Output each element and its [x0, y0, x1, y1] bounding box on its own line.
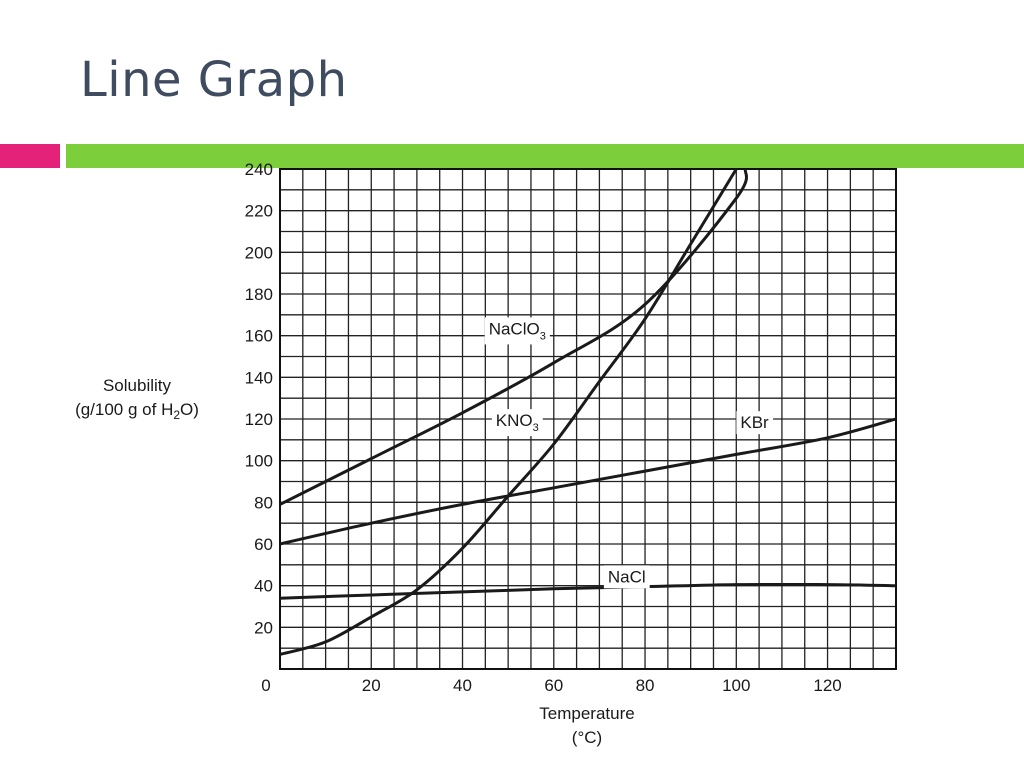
series-label-text: NaCl — [608, 567, 646, 586]
y-tick-label: 60 — [254, 535, 273, 554]
y-axis-title-line1: Solubility — [103, 376, 172, 395]
y-tick-label: 20 — [254, 618, 273, 637]
accent-bar-pink — [0, 144, 60, 168]
series-line-kbr — [280, 417, 896, 546]
x-axis-title-line2: (°C) — [572, 728, 602, 747]
series-label-bg — [603, 565, 650, 589]
x-tick-label: 100 — [722, 676, 750, 695]
series-label-nacl: NaCl — [603, 565, 650, 589]
x-axis-title-line1: Temperature — [539, 704, 634, 723]
series-label-naclo3: NaClO3 — [484, 317, 550, 345]
y-axis-title-line2: (g/100 g of H2O) — [75, 400, 199, 422]
series-line-kno3 — [280, 169, 738, 656]
y-tick-label: 160 — [245, 327, 273, 346]
accent-bar-green — [66, 144, 1024, 168]
series-label-kbr: KBr — [736, 411, 774, 435]
series-label-bg — [736, 411, 774, 435]
slide-title: Line Graph — [80, 52, 348, 108]
series-line-naclo3 — [280, 169, 749, 506]
y-tick-label: 120 — [245, 410, 273, 429]
y-tick-label: 240 — [245, 160, 273, 179]
x-tick-labels: 0 20 40 60 80 100 120 — [261, 676, 841, 695]
series-label-text: NaClO3 — [489, 319, 546, 342]
chart-series — [280, 169, 896, 656]
series-label-bg — [484, 317, 550, 345]
y-tick-label: 80 — [254, 493, 273, 512]
series-line-nacl — [280, 582, 896, 600]
series-labels: NaClO3 KNO3 KBr NaCl — [484, 317, 774, 589]
y-tick-labels: 20 40 60 80 100 120 140 160 180 200 220 240 — [245, 160, 273, 637]
series-label-bg — [491, 409, 543, 437]
x-tick-label: 20 — [362, 676, 381, 695]
y-tick-label: 200 — [245, 243, 273, 262]
series-label-kno3: KNO3 — [491, 409, 543, 437]
y-tick-label: 180 — [245, 285, 273, 304]
x-tick-label: 0 — [261, 676, 270, 695]
y-tick-label: 220 — [245, 202, 273, 221]
x-tick-label: 120 — [813, 676, 841, 695]
y-tick-label: 40 — [254, 577, 273, 596]
x-tick-label: 60 — [544, 676, 563, 695]
series-label-text: KNO3 — [496, 411, 539, 434]
x-tick-label: 80 — [636, 676, 655, 695]
x-tick-label: 40 — [453, 676, 472, 695]
y-tick-label: 100 — [245, 452, 273, 471]
series-label-text: KBr — [740, 413, 769, 432]
y-tick-label: 140 — [245, 368, 273, 387]
